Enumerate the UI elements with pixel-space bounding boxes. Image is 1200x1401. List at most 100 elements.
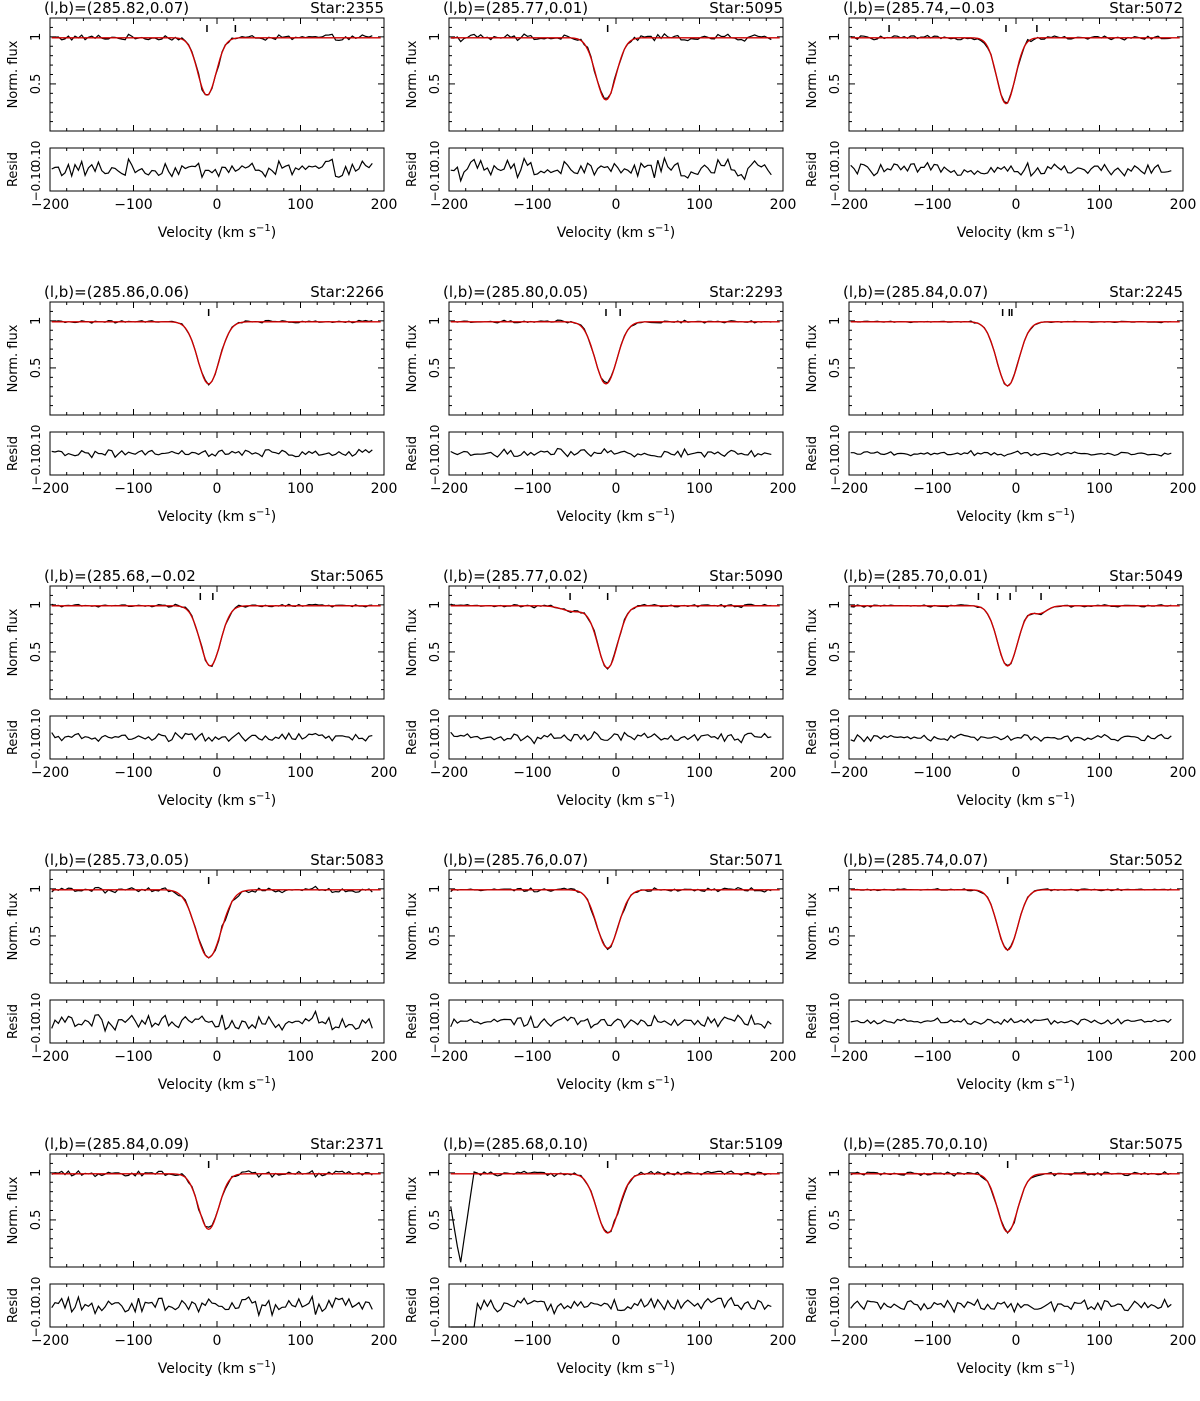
resid-y-tick-label: −0.10	[828, 165, 842, 202]
spectrum-panel: (l,b)=(285.86,0.06) Star:2266 −200 −100 0 100…	[6, 283, 397, 525]
x-tick-label: −200	[430, 765, 468, 781]
x-tick-label: 0	[1012, 765, 1021, 781]
panel-star-id: Star:5075	[1109, 1135, 1183, 1153]
resid-y-tick-label: −0.10	[29, 449, 43, 486]
x-tick-label: 0	[612, 481, 621, 497]
x-tick-label: 100	[287, 481, 314, 497]
resid-y-axis-label: Resid	[6, 436, 21, 471]
resid-y-tick-label: −0.10	[428, 165, 442, 202]
flux-y-tick-label: 0.5	[29, 74, 44, 95]
flux-y-tick-label: 1	[428, 33, 443, 41]
spectrum-panel: (l,b)=(285.73,0.05) Star:5083 −200 −100 0 100…	[6, 851, 397, 1093]
x-tick-label: 100	[287, 197, 314, 213]
spectrum-panel: (l,b)=(285.77,0.02) Star:5090 −200 −100 0 100…	[405, 567, 796, 809]
residual-axes-frame	[49, 999, 385, 1044]
x-tick-label: 0	[612, 765, 621, 781]
flux-y-tick-label: 0.5	[428, 926, 443, 947]
residual-line	[850, 733, 1172, 743]
x-tick-label: −100	[913, 1049, 951, 1065]
x-tick-label: 200	[770, 1049, 797, 1065]
flux-y-tick-label: 0.5	[428, 358, 443, 379]
flux-axes-frame	[848, 301, 1184, 416]
x-tick-label: 100	[287, 1049, 314, 1065]
residual-line	[450, 1013, 772, 1030]
resid-y-tick-label: 0.10	[828, 993, 842, 1020]
flux-axes-frame	[49, 17, 385, 132]
observed-spectrum-line	[450, 319, 772, 384]
x-tick-label: 100	[1086, 765, 1113, 781]
flux-axes-frame	[49, 585, 385, 700]
x-tick-label: 200	[371, 481, 398, 497]
flux-y-axis-label: Norm. flux	[6, 1176, 21, 1244]
observed-spectrum-line	[450, 33, 772, 100]
panel-coordinates: (l,b)=(285.77,0.01)	[443, 0, 588, 17]
residual-line	[450, 447, 772, 459]
panel-coordinates: (l,b)=(285.74,−0.03	[843, 0, 995, 17]
resid-y-axis-label: Resid	[6, 720, 21, 755]
x-axis-label: Velocity (km s−1)	[957, 791, 1076, 809]
x-tick-label: −100	[114, 197, 152, 213]
observed-spectrum-line	[450, 1170, 772, 1263]
flux-axes-frame	[848, 869, 1184, 984]
spectrum-panel: (l,b)=(285.68,0.10) Star:5109 −200 −100 0 100…	[405, 1135, 796, 1377]
resid-y-axis-label: Resid	[805, 720, 820, 755]
flux-axes-frame	[49, 1153, 385, 1268]
resid-y-axis-label: Resid	[6, 152, 21, 187]
x-axis-label: Velocity (km s−1)	[557, 791, 676, 809]
x-tick-label: −100	[513, 481, 551, 497]
model-fit-line	[450, 605, 780, 669]
resid-y-axis-label: Resid	[405, 1004, 420, 1039]
x-tick-label: −200	[31, 197, 69, 213]
spectrum-panel: (l,b)=(285.84,0.09) Star:2371 −200 −100 0 100…	[6, 1135, 397, 1377]
model-fit-line	[850, 605, 1180, 667]
x-tick-label: 200	[371, 1333, 398, 1349]
model-fit-line	[51, 321, 381, 385]
flux-y-tick-label: 0.5	[428, 642, 443, 663]
resid-y-tick-label: −0.10	[29, 165, 43, 202]
model-fit-line	[51, 889, 381, 959]
flux-y-tick-label: 0.5	[428, 74, 443, 95]
flux-y-tick-label: 1	[828, 885, 843, 893]
x-tick-label: 100	[1086, 197, 1113, 213]
flux-axes-frame	[448, 869, 784, 984]
observed-spectrum-line	[51, 319, 373, 386]
panel-star-id: Star:5052	[1109, 851, 1183, 869]
x-tick-label: 200	[1170, 765, 1197, 781]
residual-line	[450, 730, 772, 745]
resid-y-tick-label: 0.10	[828, 425, 842, 452]
flux-y-tick-label: 0.5	[828, 642, 843, 663]
x-tick-label: 0	[1012, 481, 1021, 497]
resid-y-tick-label: −0.10	[828, 449, 842, 486]
resid-y-axis-label: Resid	[805, 1004, 820, 1039]
x-tick-label: −100	[913, 1333, 951, 1349]
flux-y-tick-label: 1	[29, 601, 44, 609]
x-tick-label: −200	[430, 1049, 468, 1065]
panel-star-id: Star:2266	[310, 283, 384, 301]
x-tick-label: 0	[612, 1333, 621, 1349]
resid-y-tick-label: −0.10	[828, 1301, 842, 1338]
panel-coordinates: (l,b)=(285.84,0.07)	[843, 283, 988, 301]
residual-axes-frame	[848, 1283, 1184, 1328]
x-tick-label: −100	[513, 1049, 551, 1065]
x-tick-label: −200	[830, 1049, 868, 1065]
flux-y-axis-label: Norm. flux	[405, 324, 420, 392]
panel-star-id: Star:5049	[1109, 567, 1183, 585]
flux-y-tick-label: 1	[29, 885, 44, 893]
flux-y-axis-label: Norm. flux	[405, 892, 420, 960]
resid-y-tick-label: 0.10	[428, 425, 442, 452]
flux-axes-frame	[848, 585, 1184, 700]
flux-y-tick-label: 1	[29, 1169, 44, 1177]
panel-coordinates: (l,b)=(285.84,0.09)	[44, 1135, 189, 1153]
flux-y-tick-label: 0.5	[29, 926, 44, 947]
model-fit-line	[850, 321, 1180, 387]
residual-line	[450, 156, 772, 183]
residual-line	[850, 161, 1172, 178]
x-tick-label: −100	[913, 481, 951, 497]
residual-line	[850, 1298, 1172, 1314]
flux-y-axis-label: Norm. flux	[6, 40, 21, 108]
model-fit-line	[450, 889, 780, 949]
residual-line	[850, 449, 1172, 457]
x-tick-label: 100	[1086, 1049, 1113, 1065]
panel-coordinates: (l,b)=(285.68,−0.02	[44, 567, 196, 585]
x-tick-label: 0	[213, 197, 222, 213]
